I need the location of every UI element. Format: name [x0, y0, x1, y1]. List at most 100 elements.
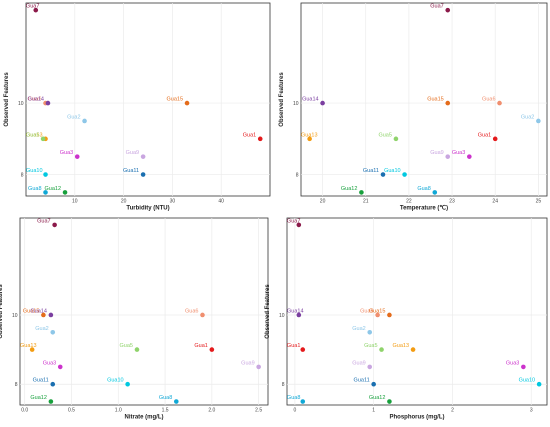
x-tick-label: 0: [293, 408, 296, 414]
x-axis-title: Nitrate (mg/L): [125, 415, 164, 421]
data-point-gua1: [209, 347, 215, 352]
data-point-gua11: [380, 172, 386, 177]
point-label: Gua11: [123, 168, 139, 174]
data-point-gua12: [48, 399, 54, 404]
data-point-gua13: [307, 136, 312, 142]
scatter-panel-2: 20 21 22 23 24 25 8 10 Temperature (℃) Observed F…: [279, 2, 548, 212]
x-tick-label: 23: [449, 199, 455, 205]
point-label: Gua6: [360, 308, 373, 314]
data-point-gua3: [521, 364, 526, 370]
point-label: Gua1: [243, 132, 256, 138]
data-point-gua7: [296, 222, 302, 228]
point-label: Gua8: [28, 186, 41, 192]
point-label: Gua11: [354, 378, 370, 384]
x-tick-label: 21: [363, 199, 369, 205]
x-tick-label: 30: [170, 199, 176, 205]
y-tick-label: 10: [18, 101, 24, 107]
y-axis-title: Observed Features: [0, 284, 4, 339]
point-label: Gua14: [287, 308, 304, 314]
y-tick-label: 8: [282, 382, 285, 388]
x-tick-label: 1.0: [115, 408, 122, 414]
point-label: Gua2: [521, 114, 534, 120]
point-label: Gua7: [287, 218, 300, 224]
y-axis-title: Observed Features: [265, 284, 271, 339]
data-point-gua5: [393, 136, 399, 142]
point-label: Gua15: [369, 308, 386, 314]
point-label: Gua8: [287, 395, 300, 401]
point-label: Gua13: [20, 343, 37, 349]
data-point-gua9: [140, 154, 146, 159]
point-label: Gua15: [23, 308, 40, 314]
data-point-gua6: [497, 100, 502, 106]
point-label: Gua12: [369, 395, 386, 401]
data-point-gua13: [410, 347, 416, 352]
point-label: Gua7: [430, 4, 443, 10]
data-point-gua10: [125, 381, 130, 387]
x-tick-label: 1.5: [162, 408, 169, 414]
x-tick-label: 3: [530, 408, 533, 414]
data-point-gua2: [82, 118, 87, 124]
scatter-panel-4: 0 1 2 3 8 10 Phosphorus (mg/L) Observed Feature…: [265, 217, 548, 421]
y-tick-label: 10: [279, 313, 285, 319]
data-point-gua6: [200, 312, 205, 318]
data-point-gua8: [173, 399, 179, 404]
x-tick-label: 10: [72, 199, 78, 205]
point-label: Gua9: [241, 360, 254, 366]
x-tick-label: 1: [372, 408, 375, 414]
point-label: Gua1: [194, 343, 207, 349]
data-point-gua15: [445, 100, 451, 106]
point-label: Gua2: [352, 326, 365, 332]
data-point-gua14: [296, 312, 302, 318]
x-tick-label: 22: [406, 199, 412, 205]
point-label: Gua14: [302, 97, 319, 103]
x-tick-label: 20: [320, 199, 326, 205]
point-label: Gua12: [45, 186, 62, 192]
data-point-gua2: [536, 118, 541, 124]
data-point-gua1: [257, 136, 263, 142]
point-label: Gua14: [30, 308, 47, 314]
point-label: Gua5: [120, 343, 133, 349]
data-point-gua3: [74, 154, 80, 159]
data-point-gua10: [402, 172, 407, 177]
point-label: Gua10: [26, 168, 43, 174]
point-label: Gua5: [378, 132, 391, 138]
data-point-gua5: [379, 347, 384, 352]
point-label: Gua14: [27, 97, 44, 103]
point-label: Gua5: [364, 343, 377, 349]
point-label: Gua3: [43, 360, 56, 366]
y-tick-label: 10: [12, 313, 18, 319]
data-point-gua15: [387, 312, 392, 318]
x-tick-label: 25: [536, 199, 542, 205]
point-label: Gua2: [67, 114, 80, 120]
data-point-gua7: [33, 7, 39, 13]
point-label: Gua12: [30, 395, 47, 401]
data-point-gua12: [359, 190, 364, 195]
point-label: Gua7: [37, 218, 50, 224]
data-point-gua10: [43, 172, 48, 177]
point-label: Gua3: [60, 150, 73, 156]
scatter-panel-1: 10 20 30 40 8 10 Turbidity (NTU) Observed Featu…: [4, 2, 271, 212]
point-label: Gua8: [417, 186, 430, 192]
x-tick-label: 40: [218, 199, 224, 205]
y-tick-label: 8: [21, 172, 24, 178]
point-label: Gua3: [506, 360, 519, 366]
point-label: Gua10: [519, 378, 536, 384]
data-point-gua11: [50, 381, 56, 387]
data-point-gua10: [536, 381, 542, 387]
data-point-gua9: [256, 364, 261, 370]
point-label: Gua1: [287, 343, 300, 349]
y-axis-title: Observed Features: [4, 72, 10, 127]
point-label: Gua6: [28, 97, 41, 103]
point-label: Gua15: [167, 97, 184, 103]
point-label: Gua9: [126, 150, 139, 156]
data-point-gua7: [52, 222, 57, 228]
data-point-gua3: [57, 364, 63, 370]
data-point-gua11: [140, 172, 146, 177]
data-point-gua15: [41, 312, 46, 318]
data-point-gua6: [375, 312, 380, 318]
x-tick-label: 20: [121, 199, 127, 205]
data-point-gua11: [371, 381, 376, 387]
data-point-gua2: [50, 329, 56, 335]
plot-frame: [286, 217, 548, 406]
